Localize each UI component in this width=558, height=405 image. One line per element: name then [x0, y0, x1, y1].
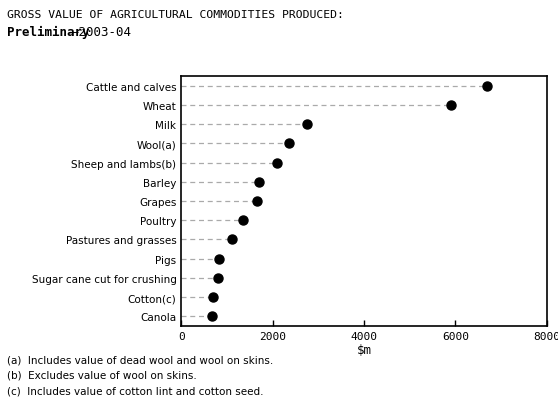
Text: (a)  Includes value of dead wool and wool on skins.: (a) Includes value of dead wool and wool…	[7, 354, 273, 364]
X-axis label: $m: $m	[357, 343, 372, 356]
Text: Preliminary: Preliminary	[7, 26, 90, 39]
Text: GROSS VALUE OF AGRICULTURAL COMMODITIES PRODUCED:: GROSS VALUE OF AGRICULTURAL COMMODITIES …	[7, 10, 344, 20]
Text: (c)  Includes value of cotton lint and cotton seed.: (c) Includes value of cotton lint and co…	[7, 385, 264, 395]
Text: (b)  Excludes value of wool on skins.: (b) Excludes value of wool on skins.	[7, 370, 197, 380]
Text: —2003-04: —2003-04	[71, 26, 131, 39]
